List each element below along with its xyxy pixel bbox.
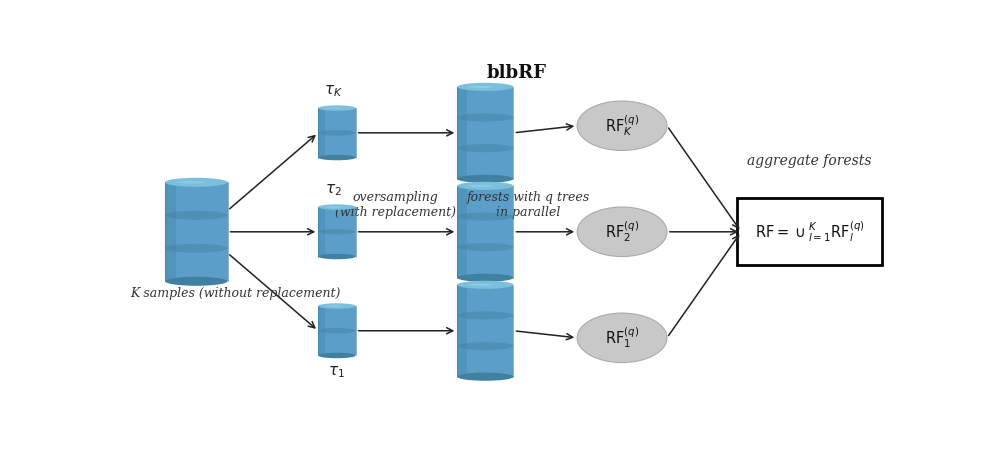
Polygon shape xyxy=(458,186,467,278)
Ellipse shape xyxy=(468,284,493,286)
Polygon shape xyxy=(319,306,356,355)
Ellipse shape xyxy=(165,211,228,220)
Text: $\mathrm{RF}_2^{(q)}$: $\mathrm{RF}_2^{(q)}$ xyxy=(605,219,639,244)
Polygon shape xyxy=(458,186,513,278)
Polygon shape xyxy=(458,285,467,377)
Ellipse shape xyxy=(458,373,513,381)
Text: oversampling
(with replacement): oversampling (with replacement) xyxy=(335,191,456,219)
Ellipse shape xyxy=(319,303,356,309)
Ellipse shape xyxy=(326,107,342,109)
Ellipse shape xyxy=(165,244,228,253)
Ellipse shape xyxy=(326,206,342,208)
Ellipse shape xyxy=(458,113,513,122)
Polygon shape xyxy=(319,108,356,157)
Ellipse shape xyxy=(458,342,513,350)
Polygon shape xyxy=(319,207,356,257)
Ellipse shape xyxy=(326,305,342,307)
Ellipse shape xyxy=(458,311,513,319)
Ellipse shape xyxy=(319,155,356,160)
Ellipse shape xyxy=(319,353,356,358)
Ellipse shape xyxy=(319,229,356,235)
Text: forests with q trees
in parallel: forests with q trees in parallel xyxy=(467,191,590,219)
Ellipse shape xyxy=(319,130,356,135)
Polygon shape xyxy=(319,108,325,157)
Polygon shape xyxy=(165,182,176,281)
Ellipse shape xyxy=(165,277,228,286)
Ellipse shape xyxy=(176,181,205,184)
Ellipse shape xyxy=(319,106,356,111)
Ellipse shape xyxy=(319,254,356,259)
Text: $\tau_K$: $\tau_K$ xyxy=(324,84,343,99)
Ellipse shape xyxy=(578,313,667,363)
Polygon shape xyxy=(319,306,325,355)
Ellipse shape xyxy=(578,207,667,257)
Polygon shape xyxy=(165,182,228,281)
Text: $\mathrm{RF}_1^{(q)}$: $\mathrm{RF}_1^{(q)}$ xyxy=(605,325,639,350)
Ellipse shape xyxy=(468,185,493,187)
FancyBboxPatch shape xyxy=(737,198,882,265)
Polygon shape xyxy=(319,207,325,257)
Ellipse shape xyxy=(458,182,513,190)
Ellipse shape xyxy=(458,83,513,91)
Ellipse shape xyxy=(468,86,493,88)
Text: $\tau_2$: $\tau_2$ xyxy=(325,183,342,198)
Ellipse shape xyxy=(319,204,356,210)
Ellipse shape xyxy=(458,175,513,183)
Text: K samples (without replacement): K samples (without replacement) xyxy=(130,286,341,300)
Ellipse shape xyxy=(165,178,228,187)
Ellipse shape xyxy=(458,274,513,282)
Polygon shape xyxy=(458,87,513,179)
Ellipse shape xyxy=(458,243,513,251)
Text: $\tau_1$: $\tau_1$ xyxy=(329,364,346,380)
Text: $\mathrm{RF}_K^{(q)}$: $\mathrm{RF}_K^{(q)}$ xyxy=(605,113,639,138)
Ellipse shape xyxy=(319,328,356,334)
Ellipse shape xyxy=(578,101,667,151)
Ellipse shape xyxy=(458,144,513,152)
Text: aggregate forests: aggregate forests xyxy=(747,154,872,168)
Polygon shape xyxy=(458,87,467,179)
Text: blbRF: blbRF xyxy=(487,64,546,82)
Ellipse shape xyxy=(458,213,513,221)
Text: $\mathrm{RF} = \cup_{l=1}^K\mathrm{RF}_l^{(q)}$: $\mathrm{RF} = \cup_{l=1}^K\mathrm{RF}_l… xyxy=(755,219,865,244)
Ellipse shape xyxy=(458,281,513,289)
Polygon shape xyxy=(458,285,513,377)
